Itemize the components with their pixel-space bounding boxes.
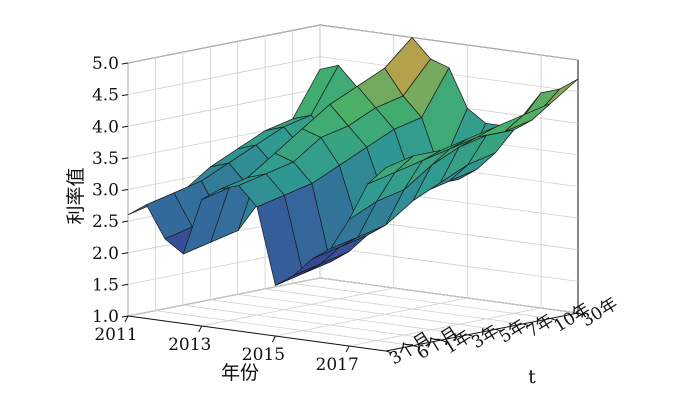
z-tick-mark [121,189,129,191]
y-tick-label: 30年 [578,294,621,331]
y-gridline [182,52,441,341]
z-tick-mark [121,315,129,318]
y-tick-mark [577,312,585,316]
z-tick-label: 5.0 [92,54,119,74]
tick-labels: 1.0 1.5 2.0 2.5 3.0 3.5 4.0 4.5 5.0 2011 2013 2015 2… [92,54,621,375]
x-tick-mark [271,335,276,343]
surface-plot [127,37,579,286]
z-tick-mark [121,125,129,128]
x-tick-label: 2015 [242,345,285,365]
y-tick-mark [385,350,393,354]
z-tick-label: 1.5 [92,275,119,295]
y-tick-mark [468,334,475,338]
y-tick-mark [495,328,502,332]
x-tick-label: 2011 [94,325,137,345]
y-gridline [237,41,496,330]
y-axis-title: t [528,366,536,388]
z-tick-label: 2.0 [92,244,119,264]
z-tick-label: 4.0 [92,117,119,137]
y-gridline [154,57,414,346]
y-axis-line [385,312,579,352]
z-tick-label: 3.5 [92,149,119,169]
x-tick-mark [345,345,350,353]
z-tick-label: 2.5 [92,212,119,232]
y-tick-mark [440,339,448,343]
surface-patch [367,155,414,185]
z-tick-mark [121,94,129,97]
x-tick-label: 2013 [168,335,211,355]
x-tick-mark [198,325,203,333]
z-tick-mark [121,283,129,286]
z-tick-label: 1.0 [92,307,119,327]
x-tick-label: 2017 [316,355,359,375]
z-axis-title: 利率值 [65,167,87,224]
z-tick-label: 4.5 [92,86,119,106]
axes-front-lines [127,312,579,352]
y-tick-mark [413,345,420,349]
z-tick-mark [121,220,129,223]
y-gridline [264,35,524,325]
z-tick-mark [121,252,129,255]
y-tick-mark [550,317,557,321]
y-gridline [292,30,551,319]
x-axis-title: 年份 [221,362,259,384]
y-tick-mark [522,323,530,327]
z-tick-mark [121,157,129,160]
y-gridline [209,46,469,336]
z-tick-mark [121,62,129,65]
x-tick-mark [124,315,129,323]
x-axis-line [127,315,387,352]
z-tick-label: 3.0 [92,181,119,201]
